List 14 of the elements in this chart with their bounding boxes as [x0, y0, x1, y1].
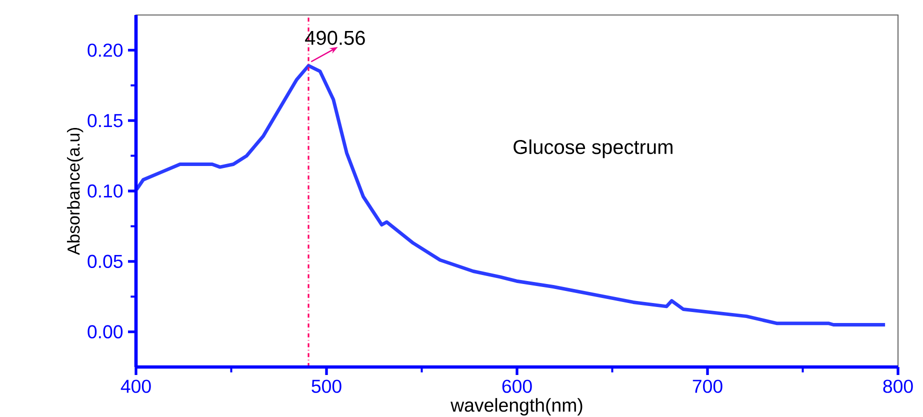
x-tick-label: 800: [883, 380, 913, 393]
y-tick-label: 0.00: [88, 325, 123, 338]
x-tick-label: 400: [120, 380, 151, 393]
y-axis-title: Absorbance(a.u): [66, 128, 84, 256]
y-tick-label: 0.20: [88, 44, 123, 57]
y-tick-label: 0.05: [88, 254, 123, 268]
y-tick-label: 0.10: [88, 184, 123, 198]
annotation: 490.56: [305, 30, 365, 45]
x-tick-label: 600: [502, 380, 532, 393]
y-tick-label: 0.15: [88, 114, 123, 128]
x-axis-title: wavelength(nm): [450, 398, 582, 416]
x-tick-label: 700: [692, 380, 722, 393]
x-tick-label: 500: [312, 380, 342, 393]
annotation: Glucose spectrum: [514, 139, 672, 158]
